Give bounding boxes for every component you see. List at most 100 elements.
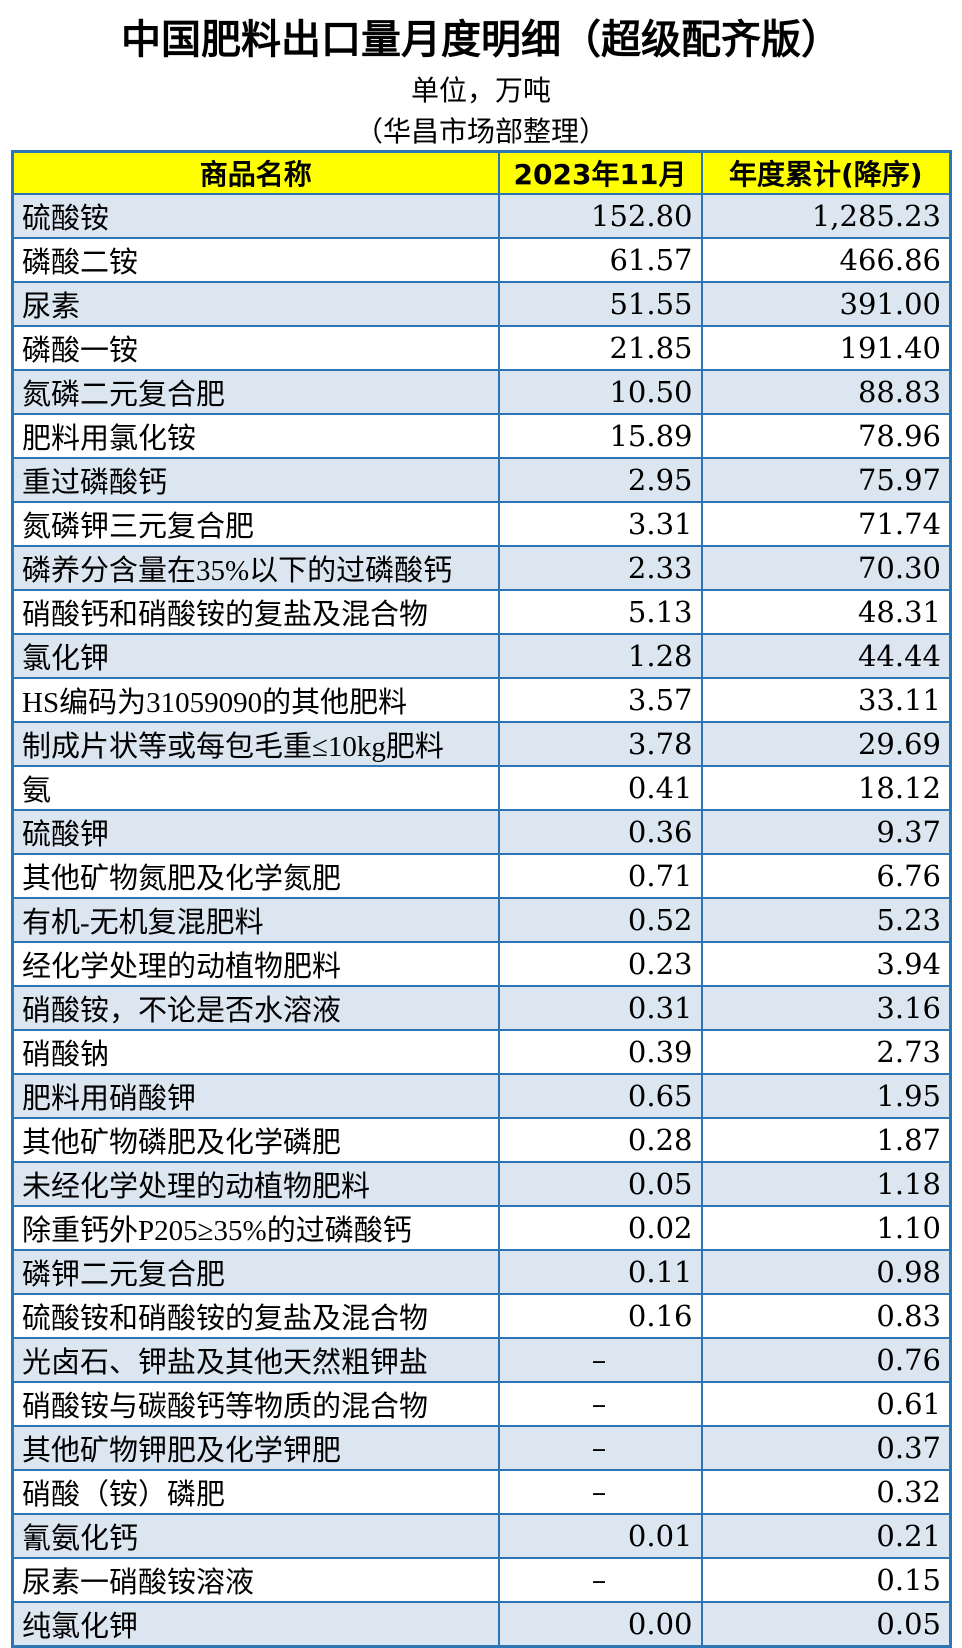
value-cell: 18.12	[700, 765, 952, 811]
value-cell: 0.83	[700, 1293, 952, 1339]
table-row: 硝酸钙和硝酸铵的复盐及混合物 5.13 48.31	[11, 589, 952, 635]
product-name: 纯氯化钾	[11, 1601, 500, 1648]
column-header: 商品名称	[11, 150, 500, 195]
value-cell: 29.69	[700, 721, 952, 767]
title: 中国肥料出口量月度明细（超级配齐版）	[121, 17, 841, 63]
value-cell: –	[497, 1557, 703, 1603]
value-cell: 9.37	[700, 809, 952, 855]
value-cell: 0.39	[497, 1029, 703, 1075]
header-row: 商品名称 2023年11月 年度累计(降序)	[11, 150, 952, 195]
table-row: 肥料用硝酸钾 0.65 1.95	[11, 1073, 952, 1119]
value-cell: 1.28	[497, 633, 703, 679]
product-name: 重过磷酸钙	[11, 457, 500, 503]
value-cell: 0.61	[700, 1381, 952, 1427]
table-row: 氮磷二元复合肥 10.50 88.83	[11, 369, 952, 415]
value-cell: 0.32	[700, 1469, 952, 1515]
column-header: 年度累计(降序)	[700, 150, 952, 195]
value-cell: 88.83	[700, 369, 952, 415]
table-row: 光卤石、钾盐及其他天然粗钾盐 –0.76	[11, 1337, 952, 1383]
value-cell: 1.87	[700, 1117, 952, 1163]
product-name: 氯化钾	[11, 633, 500, 679]
value-cell: 15.89	[497, 413, 703, 459]
value-cell: 0.15	[700, 1557, 952, 1603]
unit-note: 单位，万吨	[410, 76, 551, 107]
value-cell: –	[497, 1337, 703, 1383]
value-cell: 61.57	[497, 237, 703, 283]
value-cell: 0.16	[497, 1293, 703, 1339]
value-cell: 48.31	[700, 589, 952, 635]
table-row: 重过磷酸钙 2.95 75.97	[11, 457, 952, 503]
value-cell: 5.13	[497, 589, 703, 635]
source-note: （华昌市场部整理）	[354, 117, 607, 148]
value-cell: 78.96	[700, 413, 952, 459]
product-name: 氰氨化钙	[11, 1513, 500, 1559]
value-cell: 1.18	[700, 1161, 952, 1207]
product-name: 磷钾二元复合肥	[11, 1249, 500, 1295]
value-cell: 1.10	[700, 1205, 952, 1251]
product-name: 其他矿物氮肥及化学氮肥	[11, 853, 500, 899]
value-cell: 0.23	[497, 941, 703, 987]
product-name: 硫酸铵和硝酸铵的复盐及混合物	[11, 1293, 500, 1339]
product-name: 硝酸（铵）磷肥	[11, 1469, 500, 1515]
table-row: 硫酸钾 0.36 9.37	[11, 809, 952, 855]
value-cell: 2.95	[497, 457, 703, 503]
table-row: 尿素 51.55 391.00	[11, 281, 952, 327]
product-name: 磷酸一铵	[11, 325, 500, 371]
product-name: 经化学处理的动植物肥料	[11, 941, 500, 987]
value-cell: 0.36	[497, 809, 703, 855]
value-cell: 0.71	[497, 853, 703, 899]
table-row: 磷酸一铵 21.85 191.40	[11, 325, 952, 371]
product-name: 其他矿物钾肥及化学钾肥	[11, 1425, 500, 1471]
value-cell: 3.16	[700, 985, 952, 1031]
table-row: 肥料用氯化铵 15.89 78.96	[11, 413, 952, 459]
product-name: 尿素一硝酸铵溶液	[11, 1557, 500, 1603]
table-row: 未经化学处理的动植物肥料 0.05 1.18	[11, 1161, 952, 1207]
product-name: 其他矿物磷肥及化学磷肥	[11, 1117, 500, 1163]
value-cell: 6.76	[700, 853, 952, 899]
product-name: 除重钙外P205≥35%的过磷酸钙	[11, 1205, 500, 1251]
table-row: 硝酸钠 0.39 2.73	[11, 1029, 952, 1075]
product-name: 肥料用硝酸钾	[11, 1073, 500, 1119]
value-cell: 71.74	[700, 501, 952, 547]
table-row: 其他矿物钾肥及化学钾肥 –0.37	[11, 1425, 952, 1471]
value-cell: 75.97	[700, 457, 952, 503]
value-cell: 391.00	[700, 281, 952, 327]
product-name: 硝酸钠	[11, 1029, 500, 1075]
value-cell: 3.31	[497, 501, 703, 547]
product-name: 硝酸铵与碳酸钙等物质的混合物	[11, 1381, 500, 1427]
table-row: 经化学处理的动植物肥料 0.23 3.94	[11, 941, 952, 987]
product-name: 氨	[11, 765, 500, 811]
value-cell: 0.00	[497, 1601, 703, 1648]
product-name: 肥料用氯化铵	[11, 413, 500, 459]
value-cell: 2.73	[700, 1029, 952, 1075]
product-name: 硝酸钙和硝酸铵的复盐及混合物	[11, 589, 500, 635]
value-cell: 33.11	[700, 677, 952, 723]
product-name: 制成片状等或每包毛重≤10kg肥料	[11, 721, 500, 767]
value-cell: 44.44	[700, 633, 952, 679]
value-cell: 0.05	[497, 1161, 703, 1207]
value-cell: 5.23	[700, 897, 952, 943]
value-cell: 0.37	[700, 1425, 952, 1471]
product-name: 硫酸铵	[11, 193, 500, 239]
table-row: 氰氨化钙 0.01 0.21	[11, 1513, 952, 1559]
value-cell: 3.57	[497, 677, 703, 723]
table-row: 制成片状等或每包毛重≤10kg肥料 3.78 29.69	[11, 721, 952, 767]
value-cell: 0.98	[700, 1249, 952, 1295]
table-row: 其他矿物磷肥及化学磷肥 0.28 1.87	[11, 1117, 952, 1163]
value-cell: 3.94	[700, 941, 952, 987]
value-cell: 0.11	[497, 1249, 703, 1295]
value-cell: 0.01	[497, 1513, 703, 1559]
value-cell: 0.28	[497, 1117, 703, 1163]
table-row: 有机-无机复混肥料 0.52 5.23	[11, 897, 952, 943]
table-row: 磷养分含量在35%以下的过磷酸钙 2.33 70.30	[11, 545, 952, 591]
product-name: HS编码为31059090的其他肥料	[11, 677, 500, 723]
data-table: 商品名称 2023年11月 年度累计(降序) 硫酸铵 152.80 1,285.23 磷酸…	[11, 150, 952, 1648]
table-row: HS编码为31059090的其他肥料 3.57 33.11	[11, 677, 952, 723]
table-row: 磷钾二元复合肥 0.11 0.98	[11, 1249, 952, 1295]
product-name: 磷养分含量在35%以下的过磷酸钙	[11, 545, 500, 591]
value-cell: –	[497, 1381, 703, 1427]
product-name: 硝酸铵，不论是否水溶液	[11, 985, 500, 1031]
value-cell: –	[497, 1469, 703, 1515]
value-cell: 0.65	[497, 1073, 703, 1119]
value-cell: 0.21	[700, 1513, 952, 1559]
